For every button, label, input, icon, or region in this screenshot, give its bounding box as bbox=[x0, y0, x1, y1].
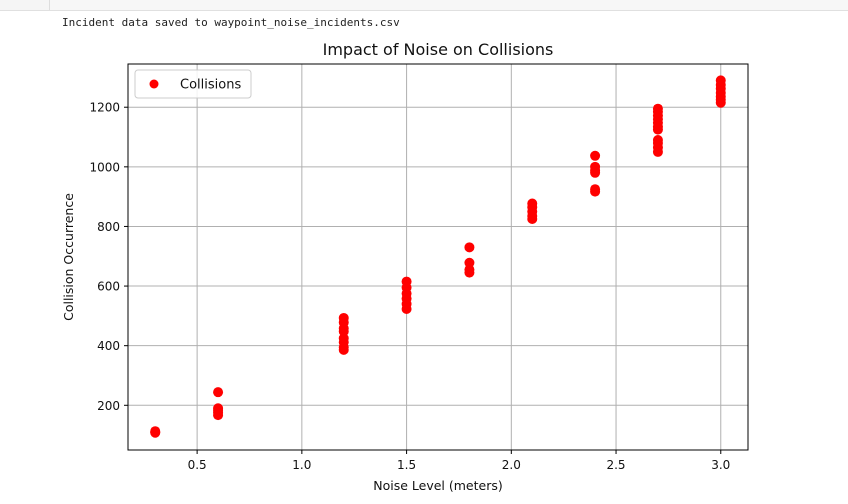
data-point bbox=[150, 427, 161, 438]
cell-output-text: Incident data saved to waypoint_noise_in… bbox=[62, 16, 400, 29]
cell-input-area[interactable] bbox=[49, 0, 848, 10]
data-point bbox=[401, 276, 412, 287]
chart-title: Impact of Noise on Collisions bbox=[323, 40, 554, 59]
y-tick-label: 600 bbox=[97, 280, 120, 294]
data-point bbox=[590, 150, 601, 161]
data-point bbox=[652, 135, 663, 146]
y-axis-label: Collision Occurrence bbox=[61, 193, 76, 321]
data-point bbox=[213, 403, 224, 414]
data-points bbox=[150, 75, 726, 438]
plot-frame bbox=[127, 63, 749, 451]
y-tick-label: 1200 bbox=[89, 101, 120, 115]
data-point bbox=[715, 75, 726, 86]
legend-box bbox=[134, 69, 252, 99]
y-tick-label: 200 bbox=[97, 399, 120, 413]
legend: Collisions bbox=[134, 69, 252, 99]
x-tick-label: 2.5 bbox=[606, 458, 625, 472]
data-point bbox=[464, 264, 475, 275]
grid bbox=[128, 64, 748, 450]
legend-marker-collisions bbox=[149, 79, 159, 89]
data-point bbox=[590, 161, 601, 172]
data-point bbox=[213, 387, 224, 398]
data-point bbox=[590, 184, 601, 195]
data-point bbox=[338, 333, 349, 344]
cell-toolbar bbox=[0, 0, 848, 11]
x-tick-label: 3.0 bbox=[711, 458, 730, 472]
y-tick-label: 400 bbox=[97, 339, 120, 353]
axis-ticks: 0.5 1.0 1.5 2.0 2.5 3.0 200 400 600 800 1000 1200 bbox=[89, 101, 730, 472]
legend-label-collisions: Collisions bbox=[180, 78, 241, 93]
data-point bbox=[464, 257, 475, 268]
y-tick-label: 800 bbox=[97, 220, 120, 234]
x-axis-label: Noise Level (meters) bbox=[373, 478, 502, 493]
data-point bbox=[464, 242, 475, 253]
x-tick-label: 0.5 bbox=[188, 458, 207, 472]
data-point bbox=[652, 103, 663, 114]
data-point bbox=[338, 312, 349, 323]
x-tick-label: 1.5 bbox=[397, 458, 416, 472]
x-tick-label: 2.0 bbox=[502, 458, 521, 472]
y-tick-label: 1000 bbox=[89, 160, 120, 174]
data-point bbox=[527, 198, 538, 209]
x-tick-label: 1.0 bbox=[292, 458, 311, 472]
